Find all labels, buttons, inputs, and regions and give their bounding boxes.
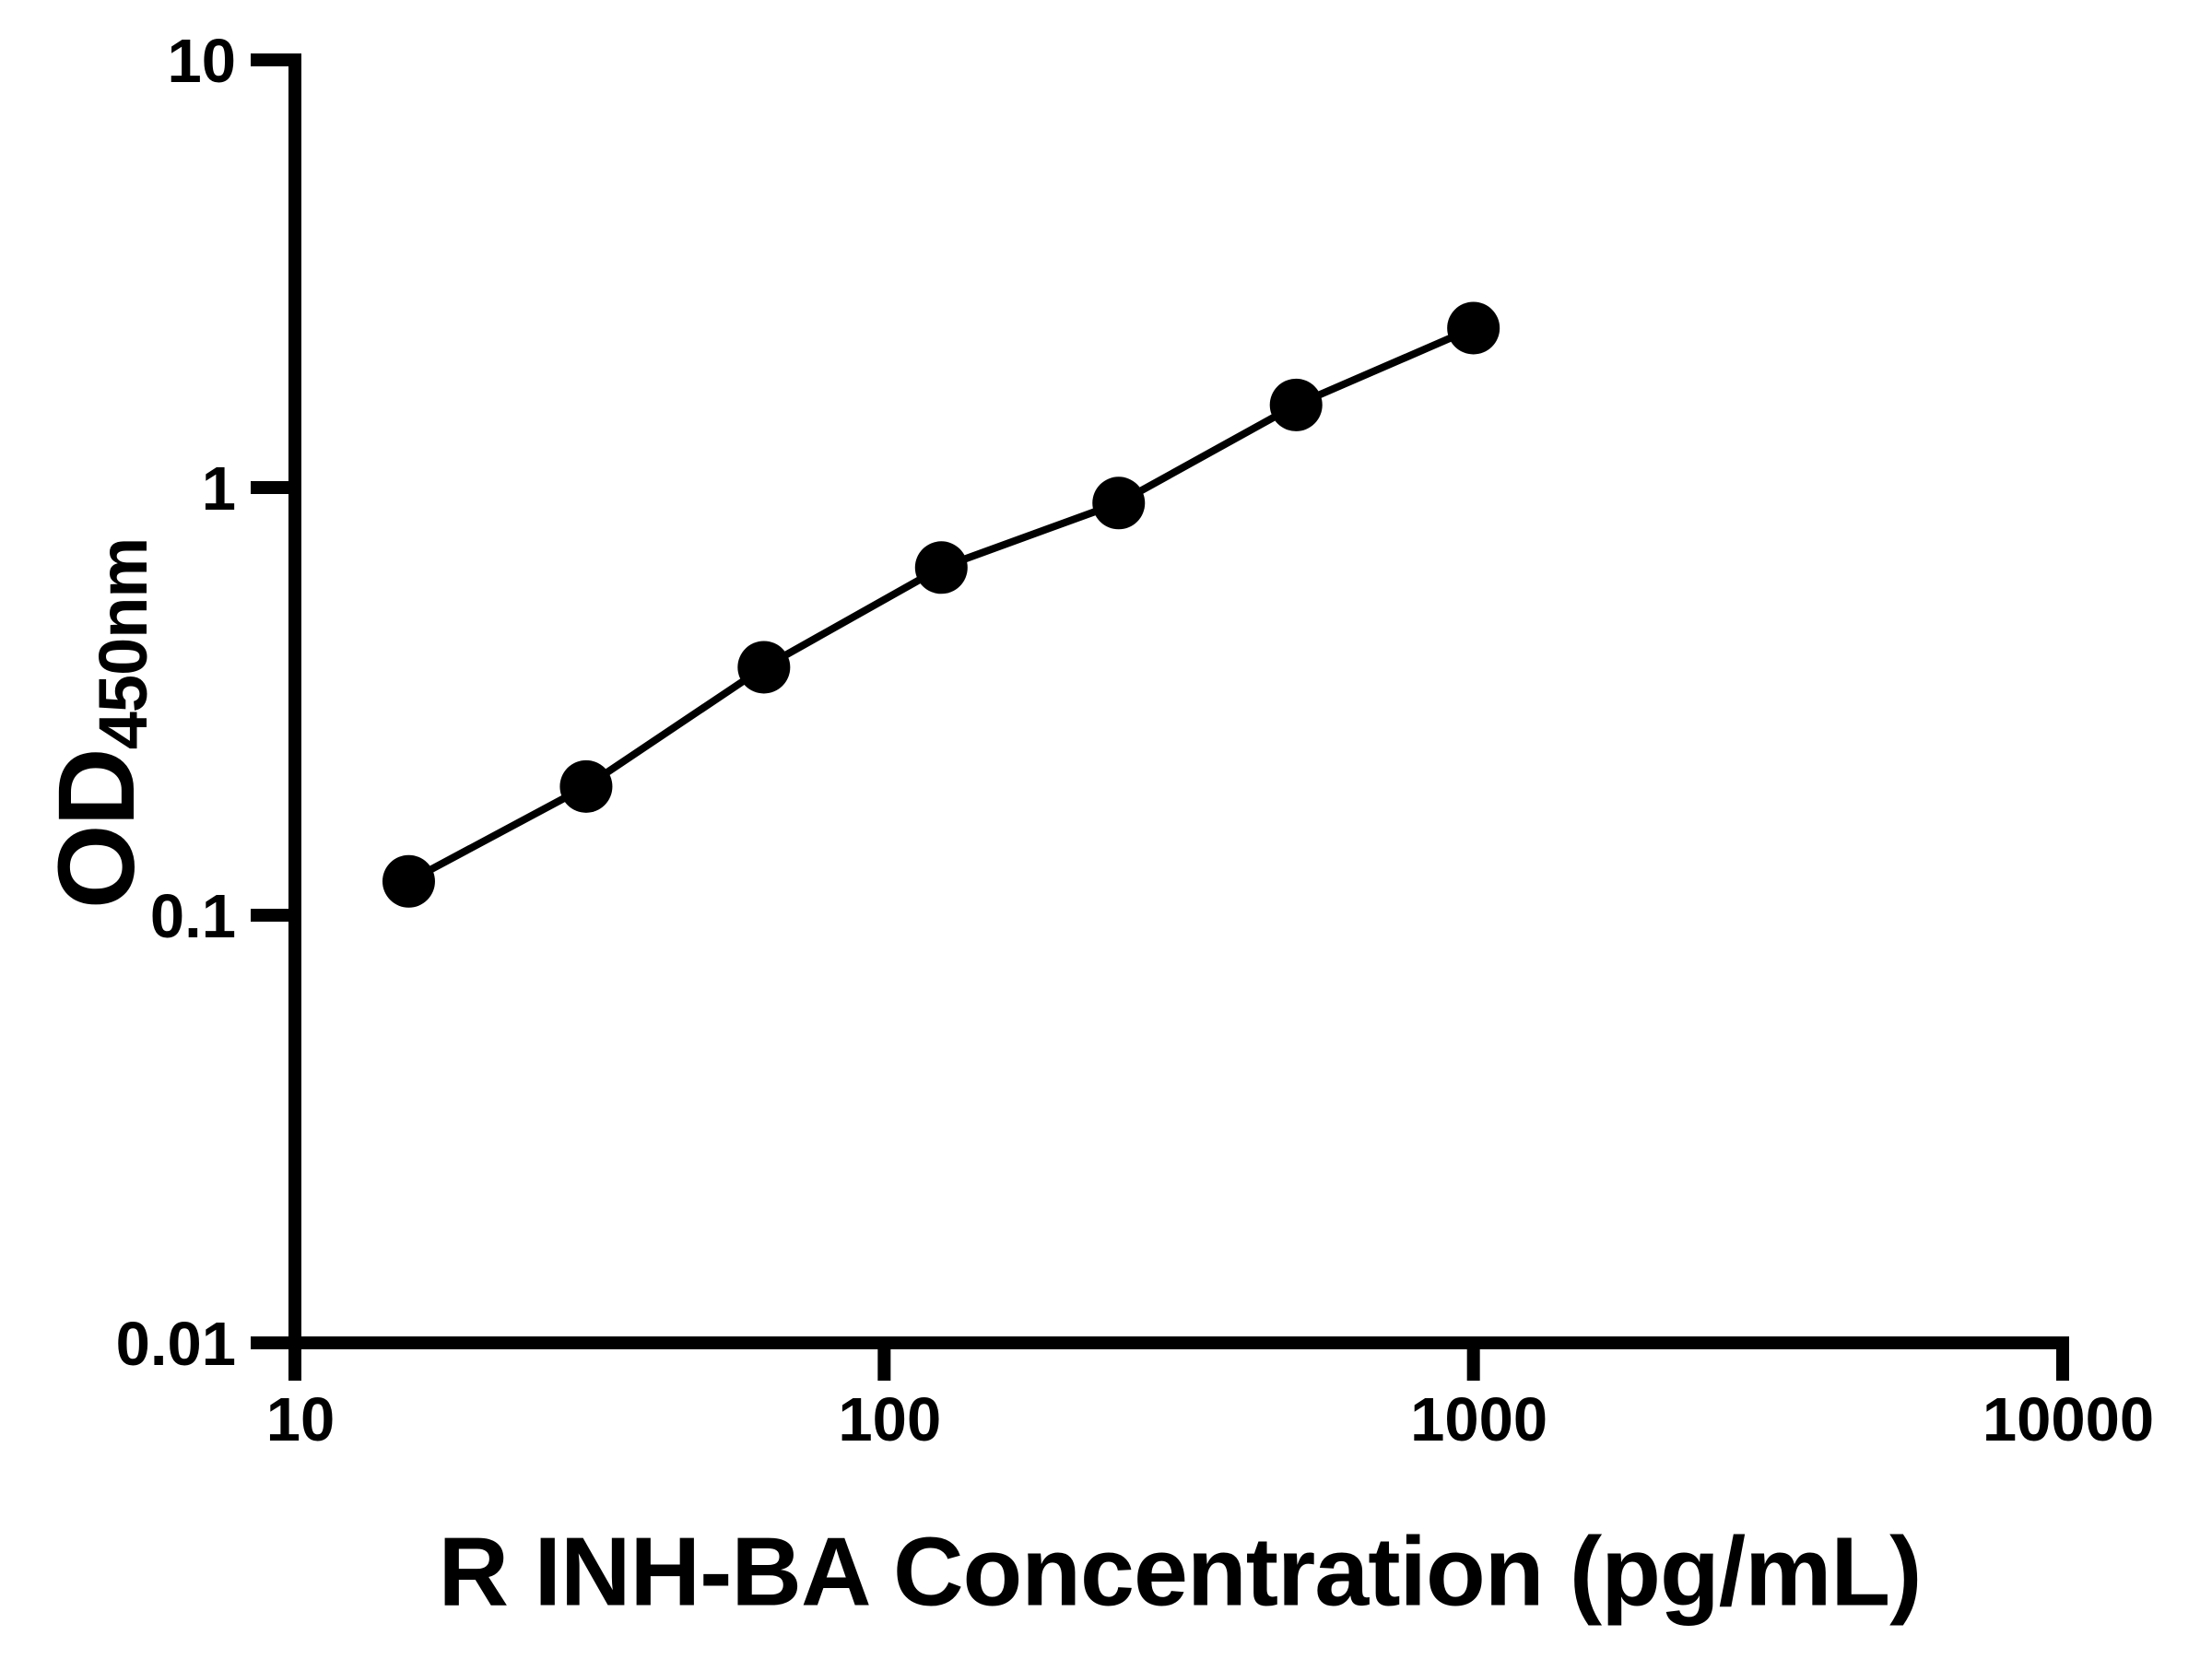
x-tick-label: 10 bbox=[266, 1385, 335, 1454]
y-tick-label: 10 bbox=[167, 27, 236, 96]
y-tick-label: 0.01 bbox=[116, 1310, 236, 1379]
y-axis-title: OD 450nm bbox=[34, 537, 161, 910]
data-point-1 bbox=[382, 854, 435, 908]
x-tick-label: 10000 bbox=[1983, 1385, 2154, 1454]
x-tick-label: 1000 bbox=[1410, 1385, 1547, 1454]
data-point-7 bbox=[1447, 301, 1500, 355]
data-point-3 bbox=[737, 641, 791, 694]
data-point-2 bbox=[559, 759, 613, 813]
y-axis-title-main: OD bbox=[36, 749, 158, 910]
data-point-5 bbox=[1092, 477, 1146, 530]
x-tick-label: 100 bbox=[838, 1385, 941, 1454]
data-point-4 bbox=[914, 541, 968, 594]
x-axis-title: R INH-BA Concentration (pg/mL) bbox=[438, 1517, 1923, 1627]
y-tick-label: 0.1 bbox=[150, 882, 236, 951]
y-axis-title-subscript: 450nm bbox=[85, 537, 161, 750]
data-point-6 bbox=[1269, 378, 1323, 431]
y-tick-label: 1 bbox=[202, 454, 236, 524]
